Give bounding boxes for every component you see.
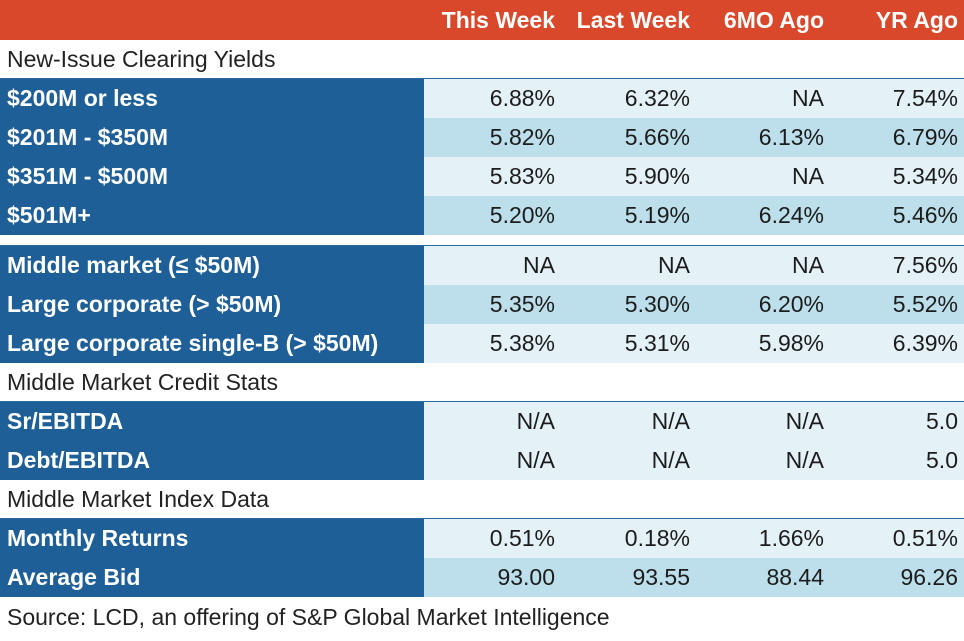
table-row: Large corporate (> $50M) 5.35% 5.30% 6.2… xyxy=(0,285,964,324)
cell-last-week: 6.32% xyxy=(561,79,696,118)
cell-last-week: 5.90% xyxy=(561,157,696,196)
row-label: Debt/EBITDA xyxy=(0,441,424,480)
col-6mo-ago: 6MO Ago xyxy=(723,7,824,33)
cell-6mo-ago: 6.24% xyxy=(696,196,830,235)
row-label: Monthly Returns xyxy=(0,519,424,558)
cell-6mo-ago: N/A xyxy=(696,402,830,441)
table-row: Average Bid 93.00 93.55 88.44 96.26 xyxy=(0,558,964,597)
cell-6mo-ago: 5.98% xyxy=(696,324,830,363)
row-label: Large corporate (> $50M) xyxy=(0,285,424,324)
source-note: Source: LCD, an offering of S&P Global M… xyxy=(7,604,610,630)
table-row: $201M - $350M 5.82% 5.66% 6.13% 6.79% xyxy=(0,118,964,157)
table-row: Middle market (≤ $50M) NA NA NA 7.56% xyxy=(0,246,964,285)
table-row: $501M+ 5.20% 5.19% 6.24% 5.46% xyxy=(0,196,964,235)
col-yr-ago: YR Ago xyxy=(875,7,958,33)
cell-6mo-ago: 6.13% xyxy=(696,118,830,157)
cell-this-week: 5.20% xyxy=(424,196,561,235)
row-label: Average Bid xyxy=(0,558,424,597)
cell-yr-ago: 6.39% xyxy=(830,324,964,363)
cell-yr-ago: 5.46% xyxy=(830,196,964,235)
cell-this-week: 5.35% xyxy=(424,285,561,324)
cell-last-week: 5.31% xyxy=(561,324,696,363)
cell-last-week: 5.19% xyxy=(561,196,696,235)
cell-this-week: 6.88% xyxy=(424,79,561,118)
table-row: $200M or less 6.88% 6.32% NA 7.54% xyxy=(0,79,964,118)
cell-this-week: 5.38% xyxy=(424,324,561,363)
cell-yr-ago: 5.0 xyxy=(830,402,964,441)
cell-last-week: 93.55 xyxy=(561,558,696,597)
section-credit-stats: Middle Market Credit Stats xyxy=(0,363,964,402)
cell-6mo-ago: 1.66% xyxy=(696,519,830,558)
row-label: $200M or less xyxy=(0,79,424,118)
cell-yr-ago: 0.51% xyxy=(830,519,964,558)
table-row: Sr/EBITDA N/A N/A N/A 5.0 xyxy=(0,402,964,441)
cell-6mo-ago: NA xyxy=(696,79,830,118)
cell-this-week: NA xyxy=(424,246,561,285)
row-label: $351M - $500M xyxy=(0,157,424,196)
cell-6mo-ago: NA xyxy=(696,157,830,196)
cell-yr-ago: 5.0 xyxy=(830,441,964,480)
cell-6mo-ago: N/A xyxy=(696,441,830,480)
section-title: Middle Market Index Data xyxy=(7,486,270,512)
table-row: $351M - $500M 5.83% 5.90% NA 5.34% xyxy=(0,157,964,196)
col-this-week: This Week xyxy=(441,7,555,33)
cell-last-week: 5.66% xyxy=(561,118,696,157)
section-index-data: Middle Market Index Data xyxy=(0,480,964,519)
cell-yr-ago: 5.52% xyxy=(830,285,964,324)
cell-6mo-ago: 6.20% xyxy=(696,285,830,324)
cell-6mo-ago: 88.44 xyxy=(696,558,830,597)
cell-this-week: 5.83% xyxy=(424,157,561,196)
cell-last-week: N/A xyxy=(561,441,696,480)
cell-this-week: 5.82% xyxy=(424,118,561,157)
cell-this-week: 93.00 xyxy=(424,558,561,597)
row-label: Middle market (≤ $50M) xyxy=(0,246,424,285)
cell-yr-ago: 7.54% xyxy=(830,79,964,118)
table-row: Monthly Returns 0.51% 0.18% 1.66% 0.51% xyxy=(0,519,964,558)
row-label: $201M - $350M xyxy=(0,118,424,157)
row-label: $501M+ xyxy=(0,196,424,235)
header-row: This Week Last Week 6MO Ago YR Ago xyxy=(0,0,964,40)
table-row: Large corporate single-B (> $50M) 5.38% … xyxy=(0,324,964,363)
spacer-row xyxy=(0,235,964,246)
table-row: Debt/EBITDA N/A N/A N/A 5.0 xyxy=(0,441,964,480)
cell-last-week: N/A xyxy=(561,402,696,441)
cell-6mo-ago: NA xyxy=(696,246,830,285)
cell-yr-ago: 6.79% xyxy=(830,118,964,157)
row-label: Large corporate single-B (> $50M) xyxy=(0,324,424,363)
section-title: Middle Market Credit Stats xyxy=(7,369,278,395)
section-new-issue: New-Issue Clearing Yields xyxy=(0,40,964,79)
cell-this-week: N/A xyxy=(424,441,561,480)
cell-last-week: 5.30% xyxy=(561,285,696,324)
cell-last-week: 0.18% xyxy=(561,519,696,558)
cell-yr-ago: 96.26 xyxy=(830,558,964,597)
section-title: New-Issue Clearing Yields xyxy=(7,46,276,72)
cell-this-week: N/A xyxy=(424,402,561,441)
header-blank xyxy=(0,0,424,40)
row-label: Sr/EBITDA xyxy=(0,402,424,441)
col-last-week: Last Week xyxy=(576,7,690,33)
cell-last-week: NA xyxy=(561,246,696,285)
cell-yr-ago: 7.56% xyxy=(830,246,964,285)
cell-yr-ago: 5.34% xyxy=(830,157,964,196)
cell-this-week: 0.51% xyxy=(424,519,561,558)
